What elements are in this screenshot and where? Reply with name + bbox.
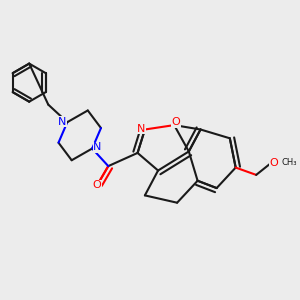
Text: O: O <box>92 180 101 190</box>
Text: O: O <box>269 158 278 168</box>
Text: O: O <box>171 117 180 127</box>
Text: N: N <box>137 124 146 134</box>
Text: N: N <box>93 142 102 152</box>
Text: CH₃: CH₃ <box>281 158 297 167</box>
Text: N: N <box>58 117 66 127</box>
